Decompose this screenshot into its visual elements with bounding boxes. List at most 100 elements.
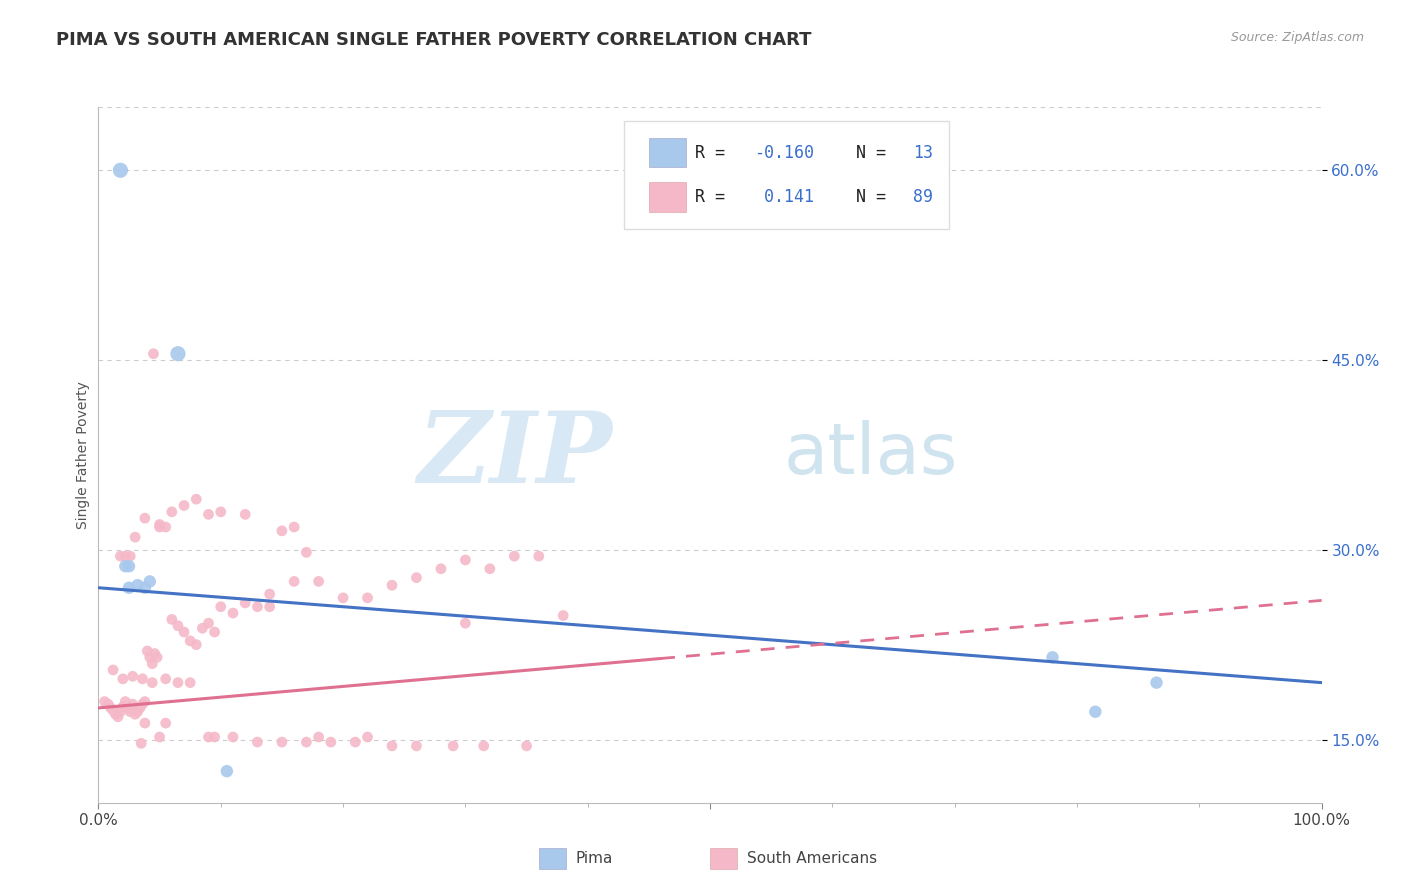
Point [149, 730, 172, 744]
Point [295, 735, 318, 749]
Point [97, 697, 120, 711]
Point [222, 730, 245, 744]
Text: 0.141: 0.141 [754, 188, 814, 206]
FancyBboxPatch shape [648, 183, 686, 211]
Text: N =: N = [837, 188, 896, 206]
Point [233, 596, 256, 610]
Point [129, 701, 152, 715]
Point [246, 599, 269, 614]
Point [204, 730, 226, 744]
Point [478, 562, 501, 576]
Text: -0.160: -0.160 [754, 144, 814, 161]
FancyBboxPatch shape [648, 138, 686, 168]
Point [167, 618, 190, 632]
Point [110, 705, 132, 719]
Point [117, 701, 139, 715]
Point [149, 517, 172, 532]
Point [111, 672, 134, 686]
Point [139, 574, 162, 589]
Point [114, 549, 136, 563]
Point [319, 735, 342, 749]
FancyBboxPatch shape [624, 121, 949, 229]
Point [107, 710, 129, 724]
Point [503, 549, 526, 563]
Point [283, 520, 305, 534]
FancyBboxPatch shape [710, 848, 737, 869]
Text: atlas: atlas [783, 420, 957, 490]
Point [118, 559, 141, 574]
Point [179, 675, 201, 690]
Point [246, 735, 269, 749]
Point [124, 707, 146, 722]
Point [405, 739, 427, 753]
Point [191, 621, 214, 635]
Point [127, 578, 149, 592]
Point [124, 530, 146, 544]
Point [344, 735, 367, 749]
Point [186, 492, 208, 507]
Point [197, 616, 219, 631]
Point [167, 675, 190, 690]
Point [454, 553, 477, 567]
Text: R =: R = [696, 188, 735, 206]
Point [308, 574, 330, 589]
Point [472, 739, 495, 753]
Point [155, 716, 177, 731]
Point [104, 707, 127, 722]
Point [149, 520, 172, 534]
Point [381, 578, 404, 592]
Text: R =: R = [696, 144, 735, 161]
Point [270, 735, 294, 749]
Point [179, 633, 201, 648]
Point [215, 764, 238, 779]
Point [155, 0, 177, 6]
Point [155, 672, 177, 686]
Text: South Americans: South Americans [747, 851, 877, 866]
Point [111, 699, 134, 714]
Point [110, 549, 132, 563]
Point [430, 562, 453, 576]
Point [441, 739, 464, 753]
Point [155, 520, 177, 534]
Point [121, 697, 143, 711]
Text: Pima: Pima [575, 851, 613, 866]
Point [114, 559, 136, 574]
Point [114, 695, 136, 709]
Point [553, 608, 575, 623]
Point [356, 730, 378, 744]
Point [110, 163, 132, 178]
Point [270, 524, 294, 538]
Point [129, 736, 152, 750]
Point [197, 508, 219, 522]
Point [209, 599, 232, 614]
Point [141, 675, 163, 690]
Point [120, 549, 142, 563]
Text: PIMA VS SOUTH AMERICAN SINGLE FATHER POVERTY CORRELATION CHART: PIMA VS SOUTH AMERICAN SINGLE FATHER POV… [56, 31, 811, 49]
Point [204, 625, 226, 640]
Point [173, 625, 195, 640]
Point [136, 644, 159, 658]
Point [197, 730, 219, 744]
Point [332, 591, 354, 605]
FancyBboxPatch shape [538, 848, 565, 869]
Point [283, 574, 305, 589]
Point [1042, 650, 1064, 665]
Y-axis label: Single Father Poverty: Single Father Poverty [76, 381, 90, 529]
Point [101, 663, 124, 677]
Point [100, 701, 122, 715]
Point [141, 657, 163, 671]
Point [356, 591, 378, 605]
Text: 89: 89 [912, 188, 934, 206]
Text: N =: N = [837, 144, 896, 161]
Point [101, 703, 124, 717]
Text: 13: 13 [912, 144, 934, 161]
Point [127, 705, 149, 719]
Point [121, 669, 143, 683]
Point [454, 616, 477, 631]
Point [118, 581, 141, 595]
Point [160, 505, 183, 519]
Point [1146, 675, 1168, 690]
Point [120, 705, 142, 719]
Point [146, 650, 169, 665]
Text: Source: ZipAtlas.com: Source: ZipAtlas.com [1230, 31, 1364, 45]
